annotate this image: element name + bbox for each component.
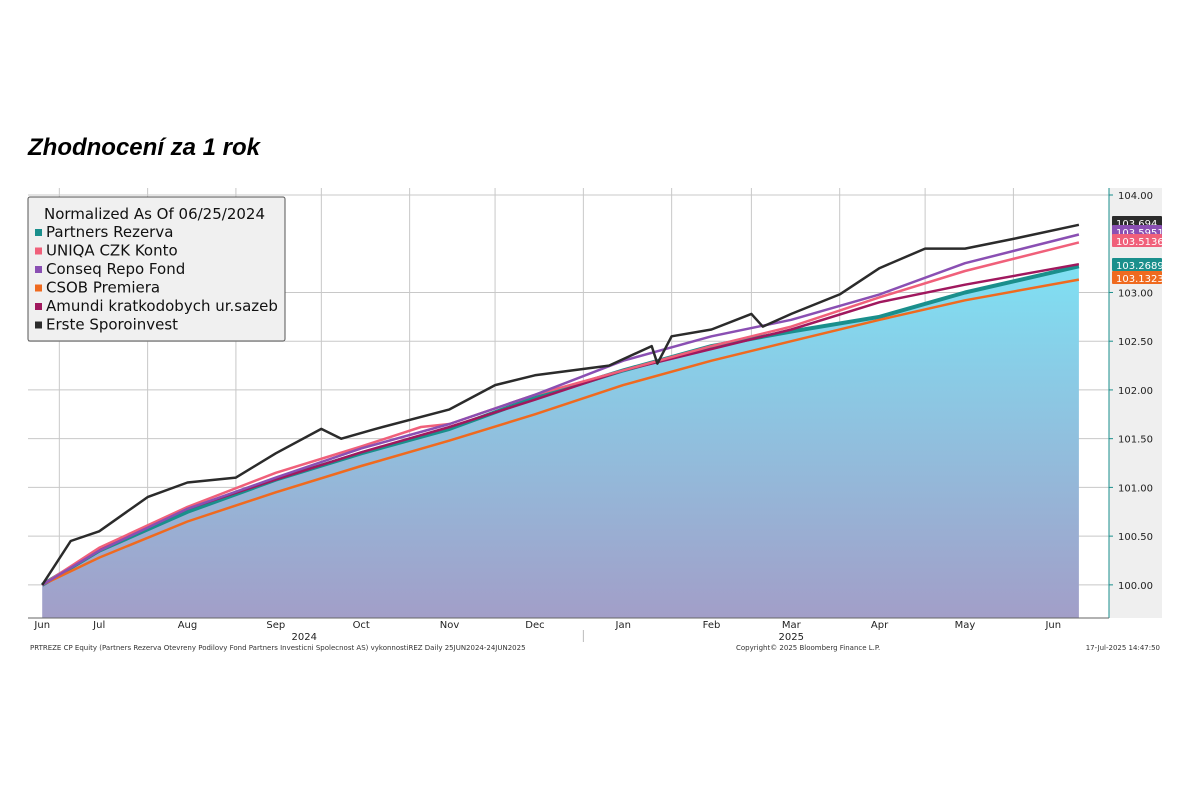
legend-title: Normalized As Of 06/25/2024 xyxy=(44,205,265,223)
footer-copyright: Copyright© 2025 Bloomberg Finance L.P. xyxy=(736,644,880,652)
legend-box xyxy=(27,196,286,342)
x-tick-label: May xyxy=(955,620,976,631)
y-tick-label: 100.00 xyxy=(1118,581,1153,592)
series-line-0 xyxy=(41,264,1080,587)
last-value-label: 103.5136 xyxy=(1116,237,1164,248)
x-tick-label: Jun xyxy=(1044,620,1061,631)
last-value-label: 103.2689 xyxy=(1116,261,1164,272)
series-layer xyxy=(41,223,1080,587)
last-value-badge xyxy=(1112,271,1162,284)
series-line-2 xyxy=(41,233,1080,586)
y-tick-label: 101.00 xyxy=(1118,483,1153,494)
x-year-label: 2024 xyxy=(292,632,317,643)
legend-item-label: CSOB Premiera xyxy=(46,279,160,297)
legend-item-label: Partners Rezerva xyxy=(46,223,173,241)
legend-swatch xyxy=(35,229,42,236)
series-line-5 xyxy=(41,223,1080,586)
area-layer xyxy=(42,266,1079,618)
x-tick-label: Dec xyxy=(525,620,544,631)
y-tick-label: 100.50 xyxy=(1118,532,1153,543)
x-tick-label: Mar xyxy=(782,620,802,631)
x-tick-label: Nov xyxy=(440,620,460,631)
y-tick-label: 101.50 xyxy=(1118,435,1153,446)
footer-layer: PRTREZE CP Equity (Partners Rezerva Otev… xyxy=(30,644,1160,652)
x-tick-label: Feb xyxy=(703,620,721,631)
y-tick-label: 102.50 xyxy=(1118,337,1153,348)
y-tick-label: 103.00 xyxy=(1118,288,1153,299)
x-tick-label: Oct xyxy=(353,620,370,631)
legend-swatch xyxy=(35,266,42,273)
x-tick-label: Jun xyxy=(33,620,50,631)
last-value-badge xyxy=(1112,258,1162,271)
series-area-0 xyxy=(42,266,1079,618)
series-line-3 xyxy=(41,278,1080,587)
legend-item-label: Erste Sporoinvest xyxy=(46,316,178,334)
axis-background xyxy=(1109,188,1162,618)
last-value-label: 103.5951 xyxy=(1116,228,1164,239)
legend-swatch xyxy=(35,247,42,255)
x-tick-label: Jan xyxy=(615,620,631,631)
y-tick-label: 104.00 xyxy=(1118,191,1153,202)
legend-swatch xyxy=(35,321,42,329)
legend-swatch xyxy=(35,303,42,310)
legend-item-label: Conseq Repo Fond xyxy=(46,260,185,278)
x-tick-label: Sep xyxy=(266,620,285,631)
last-value-label: 103.1323 xyxy=(1116,274,1164,285)
y-tick-label: 102.00 xyxy=(1118,386,1153,397)
last-value-label: 103.694 xyxy=(1116,219,1157,230)
legend-swatch xyxy=(35,284,42,292)
x-tick-label: Apr xyxy=(871,620,889,631)
x-tick-label: Jul xyxy=(92,620,105,631)
legend-item-label: Amundi kratkodobych ur.sazeb xyxy=(46,297,278,315)
footer-timestamp: 17-Jul-2025 14:47:50 xyxy=(1086,644,1160,652)
legend-item-label: UNIQA CZK Konto xyxy=(46,242,178,260)
footer-source: PRTREZE CP Equity (Partners Rezerva Otev… xyxy=(30,644,526,652)
axis-layer: 100.00 100.50 101.00 101.50 102.00 102.50 103.… xyxy=(28,188,1164,643)
page-title: Zhodnocení za 1 rok xyxy=(28,134,261,161)
x-year-label: 2025 xyxy=(779,632,804,643)
last-value-badge xyxy=(1112,234,1162,247)
x-tick-label: Aug xyxy=(178,620,198,631)
